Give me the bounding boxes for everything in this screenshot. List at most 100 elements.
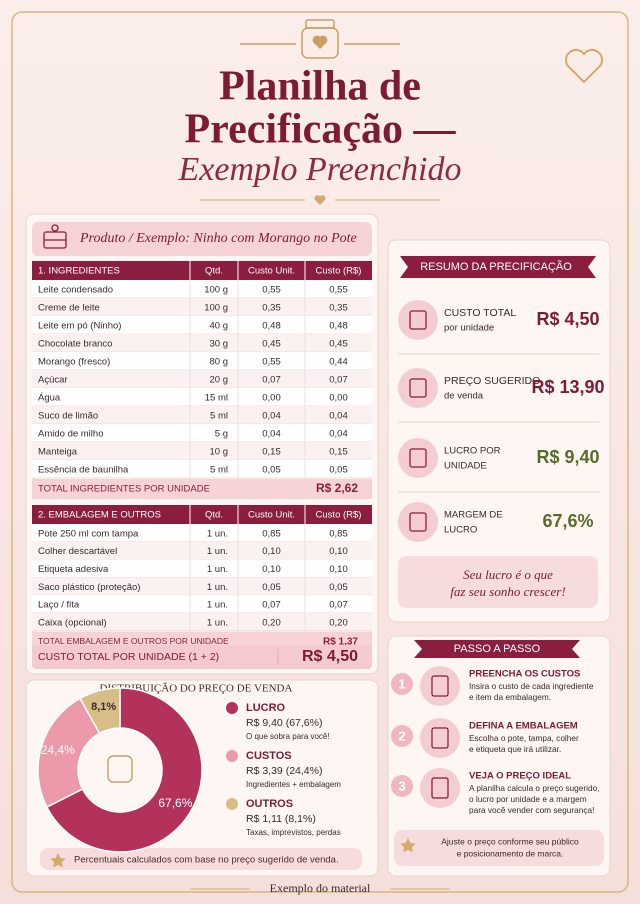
summary-value: R$ 4,50	[536, 309, 599, 329]
table-cell: Suco de limão	[38, 411, 98, 422]
step-glyph	[431, 777, 449, 799]
summary-label: PREÇO SUGERIDO	[444, 375, 540, 387]
step-title: DEFINA A EMBALAGEM	[469, 721, 578, 732]
note-box	[398, 556, 598, 608]
table-cell: 100 g	[204, 285, 228, 296]
column-header: 2. EMBALAGEM E OUTROS	[38, 510, 161, 521]
step-text: e etiqueta que irá utilizar.	[469, 744, 561, 754]
table-row	[32, 613, 372, 631]
column-header: Custo Unit.	[248, 510, 295, 521]
jar-glyph	[107, 755, 133, 783]
table-cell: 0,48	[329, 321, 348, 332]
column-header: Qtd.	[205, 266, 223, 277]
legend-dot	[226, 798, 238, 810]
table-cell: 5 ml	[210, 411, 228, 422]
column-header: Qtd.	[205, 510, 223, 521]
table-row	[32, 424, 372, 442]
chart-footnote: Percentuais calculados com base no preço…	[74, 855, 339, 866]
pie-slice	[37, 697, 101, 809]
table-cell: 30 g	[210, 339, 229, 350]
table-cell: 20 g	[210, 375, 229, 386]
table-cell: Caixa (opcional)	[38, 617, 107, 628]
table-cell: 0,55	[262, 285, 281, 296]
table-cell: 0,85	[262, 528, 281, 539]
table-cell: 0,15	[262, 447, 281, 458]
table-cell: 0,04	[262, 429, 281, 440]
table-cell: 1 un.	[207, 546, 228, 557]
summary-label: por unidade	[444, 323, 494, 334]
table-cell: 0,07	[329, 375, 348, 386]
summary-label: de venda	[444, 391, 484, 402]
table-cell: 1 un.	[207, 600, 228, 611]
legend-name: CUSTOS	[246, 750, 292, 762]
table-cell: 0,55	[329, 285, 348, 296]
step-number: 3	[398, 778, 405, 793]
summary-glyph	[409, 448, 427, 468]
footnote-box	[40, 848, 362, 870]
table-total	[32, 479, 372, 499]
step-glyph	[431, 675, 449, 697]
table-row	[32, 442, 372, 460]
step-title: PREENCHA OS CUSTOS	[469, 669, 580, 680]
grand-total-value: R$ 4,50	[302, 648, 358, 665]
column-header: 1. INGREDIENTES	[38, 266, 120, 277]
table-cell: 0,10	[329, 564, 348, 575]
table-cell: 0,48	[262, 321, 281, 332]
summary-glyph	[409, 310, 427, 330]
table-cell: 0,55	[262, 357, 281, 368]
slice-label: 8,1%	[91, 701, 116, 713]
table-cell: 0,05	[329, 582, 348, 593]
summary-label: MARGEM DE	[444, 510, 503, 521]
card	[387, 239, 611, 623]
title: Precificação —	[185, 107, 457, 153]
table-row	[32, 460, 372, 478]
table-cell: Saco plástico (proteção)	[38, 582, 140, 593]
table-row	[32, 334, 372, 352]
star-icon	[50, 853, 66, 868]
summary-icon	[398, 300, 438, 340]
footer: Exemplo do material	[270, 881, 371, 895]
summary-value: 67,6%	[542, 511, 593, 531]
banner	[400, 256, 596, 278]
table-cell: 0,04	[329, 411, 348, 422]
step-icon	[420, 666, 460, 706]
total-label: TOTAL EMBALAGEM E OUTROS POR UNIDADE	[38, 636, 229, 646]
total-value: R$ 1,37	[323, 636, 358, 647]
heart-divider	[314, 195, 326, 205]
table-cell: Manteiga	[38, 447, 78, 458]
table-row	[32, 316, 372, 334]
table-cell: Colher descartável	[38, 546, 117, 557]
product-label: Produto / Exemplo: Ninho com Morango no …	[79, 231, 357, 246]
table-cell: 5 g	[215, 429, 228, 440]
table-cell: 0,35	[262, 303, 281, 314]
legend-detail: R$ 3,39 (24,4%)	[246, 765, 322, 777]
table-cell: 0,10	[329, 546, 348, 557]
title: Planilha de	[219, 64, 421, 110]
table-cell: 0,07	[262, 600, 281, 611]
table-cell: Leite em pó (Ninho)	[38, 321, 121, 332]
table-cell: 0,44	[329, 357, 348, 368]
step-icon	[420, 718, 460, 758]
steps-title: PASSO A PASSO	[454, 643, 541, 655]
summary-value: R$ 13,90	[531, 377, 604, 397]
table-cell: 0,85	[329, 528, 348, 539]
step-text: para você vender com segurança!	[469, 805, 594, 815]
summary-label: UNIDADE	[444, 461, 487, 472]
table-cell: Chocolate branco	[38, 339, 112, 350]
table-row	[32, 541, 372, 560]
table-header	[32, 505, 372, 524]
star-icon	[400, 838, 416, 853]
table-cell: 0,07	[329, 600, 348, 611]
table-cell: 1 un.	[207, 528, 228, 539]
grand-total-box	[32, 645, 372, 669]
step-text: Insira o custo de cada ingrediente	[469, 681, 594, 691]
legend-note: O que sobra para você!	[246, 732, 330, 741]
table-cell: Leite condensado	[38, 285, 113, 296]
tip-box	[394, 830, 604, 866]
table-row	[32, 352, 372, 370]
table-cell: Açúcar	[38, 375, 68, 386]
table-cell: 10 g	[210, 447, 229, 458]
step-text: o lucro por unidade e a margem	[469, 794, 587, 804]
